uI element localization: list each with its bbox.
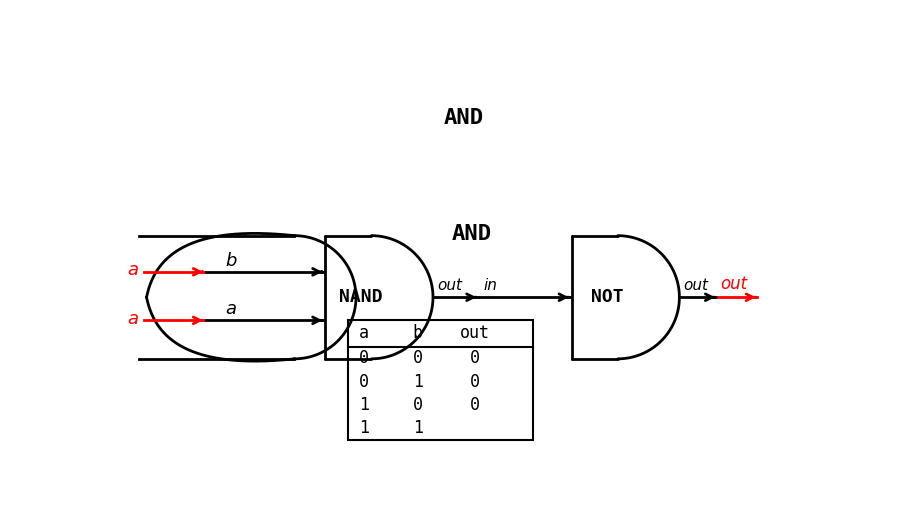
Text: 1: 1 <box>358 396 369 414</box>
Text: a: a <box>225 300 236 318</box>
Text: 0: 0 <box>358 349 369 367</box>
Text: out: out <box>683 278 708 293</box>
Text: 0: 0 <box>470 372 480 391</box>
Text: NAND: NAND <box>338 288 382 306</box>
Text: out: out <box>460 324 490 343</box>
Text: a: a <box>127 310 138 328</box>
Text: out: out <box>720 276 746 293</box>
Text: 0: 0 <box>412 349 422 367</box>
Text: 0: 0 <box>470 349 480 367</box>
Text: 1: 1 <box>412 372 422 391</box>
Text: 0: 0 <box>412 396 422 414</box>
Text: b: b <box>412 324 422 343</box>
Text: 0: 0 <box>358 372 369 391</box>
Text: 0: 0 <box>470 396 480 414</box>
Text: AND: AND <box>451 224 491 244</box>
Text: in: in <box>482 278 496 293</box>
Bar <box>348 320 532 440</box>
Text: b: b <box>225 252 236 269</box>
Text: 1: 1 <box>358 419 369 437</box>
Text: NOT: NOT <box>590 288 623 306</box>
Text: 1: 1 <box>412 419 422 437</box>
Text: out: out <box>437 278 461 293</box>
Text: AND: AND <box>443 108 483 128</box>
Text: a: a <box>127 261 138 279</box>
Text: a: a <box>358 324 369 343</box>
